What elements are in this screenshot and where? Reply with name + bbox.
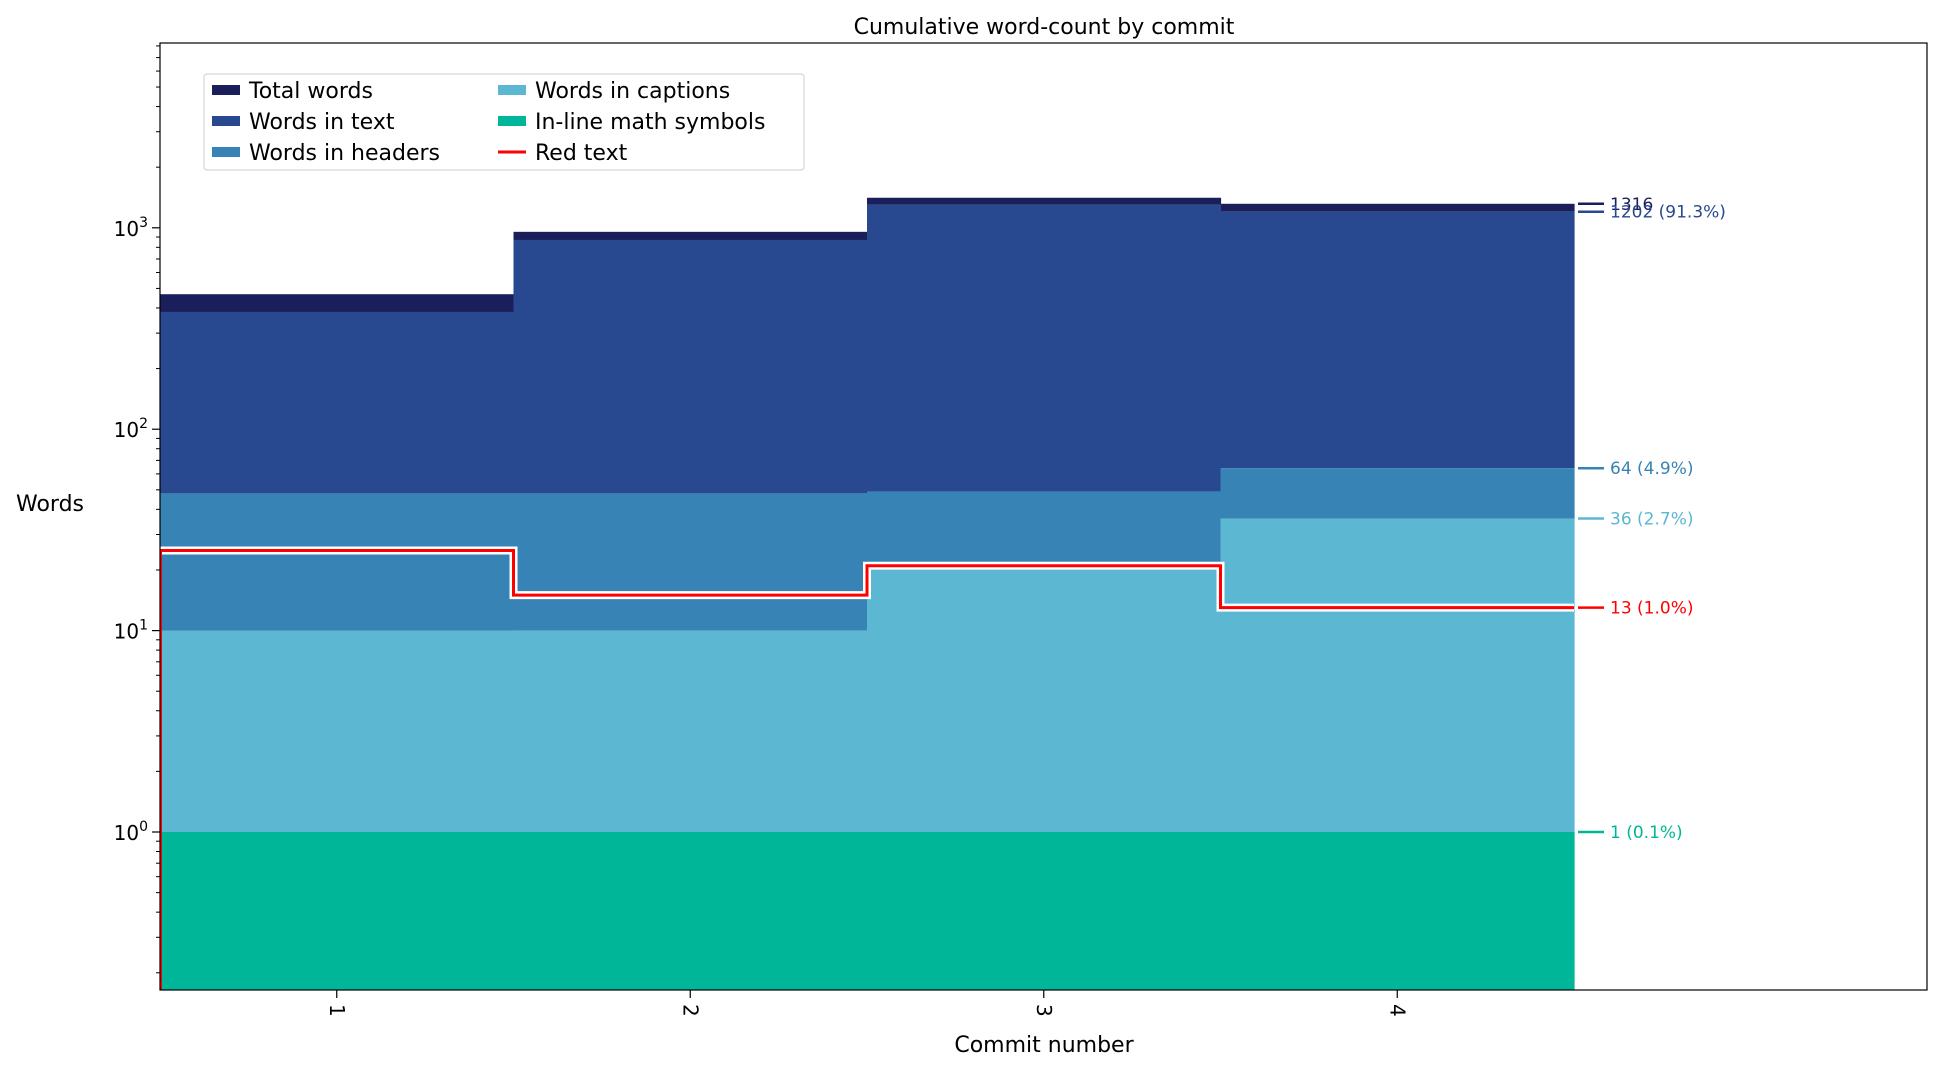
legend-label: In-line math symbols	[535, 110, 765, 135]
area-segment	[1220, 211, 1575, 469]
x-axis-ticks: 1 2 3 4	[325, 990, 1409, 1017]
x-tick-label: 1	[325, 1004, 349, 1017]
legend-label: Words in captions	[535, 79, 730, 104]
area-segment	[160, 832, 515, 990]
area-segment	[513, 231, 868, 240]
area-segment	[160, 311, 515, 494]
red-text-path	[160, 548, 1574, 610]
area-segment	[867, 491, 1222, 570]
area-segment	[513, 493, 868, 631]
end-label: 1202 (91.3%)	[1610, 203, 1726, 223]
legend-label: Words in text	[249, 110, 395, 135]
area-segment	[867, 204, 1222, 492]
legend-swatch	[212, 147, 240, 157]
area-segment	[160, 554, 514, 631]
legend: Total words Words in text Words in headers…	[203, 73, 805, 171]
x-tick-label: 4	[1385, 1004, 1409, 1017]
area-segment	[513, 239, 868, 494]
end-label: 13 (1.0%)	[1610, 599, 1694, 619]
y-tick-label: 101	[114, 618, 148, 644]
legend-swatch	[212, 116, 240, 126]
plot-areas	[160, 197, 1575, 990]
legend-swatch	[498, 116, 526, 126]
area-segment	[1220, 832, 1575, 990]
y-axis-label: Words	[16, 492, 84, 517]
area-segment	[1220, 203, 1575, 212]
y-tick-label: 103	[114, 215, 148, 241]
red-text-line	[160, 546, 1574, 990]
x-tick-label: 2	[678, 1004, 702, 1017]
legend-label: Words in headers	[249, 141, 440, 166]
chart-title: Cumulative word-count by commit	[854, 15, 1235, 40]
area-segment	[513, 630, 868, 832]
end-label: 64 (4.9%)	[1610, 459, 1694, 479]
y-tick-label: 100	[114, 819, 148, 845]
end-label: 36 (2.7%)	[1610, 510, 1694, 530]
legend-label: Total words	[248, 79, 373, 104]
area-segment	[160, 630, 515, 832]
x-axis-label: Commit number	[954, 1033, 1134, 1058]
legend-swatch	[212, 85, 240, 95]
x-tick-label: 3	[1032, 1004, 1056, 1017]
legend-swatch	[498, 85, 526, 95]
area-segment	[513, 832, 868, 990]
area-segment	[867, 569, 1222, 832]
end-label: 1316	[1610, 195, 1653, 215]
area-segment	[867, 832, 1222, 990]
area-segment	[160, 294, 515, 312]
y-tick-label: 102	[114, 416, 148, 442]
area-segment	[867, 197, 1222, 205]
y-axis-ticks: 100 101 102 103	[114, 45, 160, 974]
end-label: 1 (0.1%)	[1610, 823, 1683, 843]
legend-label: Red text	[535, 141, 628, 166]
area-segment	[1220, 468, 1575, 519]
area-segment	[1220, 518, 1575, 832]
